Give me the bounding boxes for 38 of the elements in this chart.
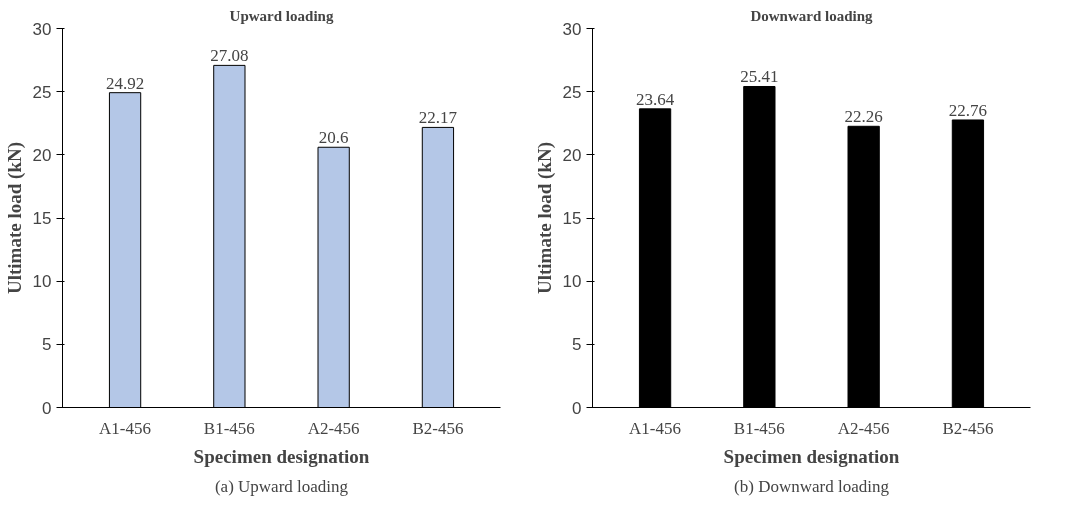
y-tick-label: 5	[42, 335, 52, 355]
y-tick-label: 20	[32, 145, 52, 165]
y-tick-label: 30	[32, 19, 52, 39]
y-tick-label: 20	[562, 145, 582, 165]
x-tick-label: A1-456	[629, 418, 682, 438]
x-tick-label: A1-456	[99, 418, 152, 438]
x-tick-label: B1-456	[733, 418, 785, 438]
chart-title: Upward loading	[229, 7, 334, 24]
y-tick-label: 10	[562, 272, 582, 292]
data-label: 22.17	[418, 108, 458, 128]
y-tick-label: 5	[572, 335, 582, 355]
x-tick-label: B2-456	[942, 418, 994, 438]
data-label: 27.08	[210, 46, 249, 66]
x-tick-label: A2-456	[307, 418, 360, 438]
y-axis-title: Ultimate load (kN)	[3, 142, 26, 294]
data-label: 24.92	[105, 73, 145, 93]
data-label: 25.41	[740, 67, 779, 87]
data-label: 23.64	[635, 89, 675, 109]
y-tick-label: 25	[562, 82, 582, 102]
data-label: 22.76	[948, 100, 988, 120]
data-label: 20.6	[318, 128, 349, 148]
y-axis-title: Ultimate load (kN)	[533, 142, 556, 294]
x-tick-label: B2-456	[412, 418, 464, 438]
x-axis-title: Specimen designation	[193, 445, 370, 467]
y-tick-label: 15	[32, 209, 52, 228]
data-label: 22.26	[844, 107, 883, 127]
text: (b) Downward loading	[734, 476, 890, 496]
x-tick-label: B1-456	[203, 418, 255, 438]
y-tick-label: 10	[32, 272, 52, 292]
y-tick-label: 15	[562, 209, 582, 228]
y-tick-label: 25	[32, 82, 52, 102]
chart-title: Downward loading	[750, 7, 874, 24]
y-tick-label: 0	[42, 398, 52, 418]
y-tick-label: 30	[562, 19, 582, 39]
x-axis-title: Specimen designation	[723, 445, 900, 467]
x-tick-label: A2-456	[837, 418, 890, 438]
y-tick-label: 0	[572, 398, 582, 418]
text: (a) Upward loading	[214, 476, 349, 496]
